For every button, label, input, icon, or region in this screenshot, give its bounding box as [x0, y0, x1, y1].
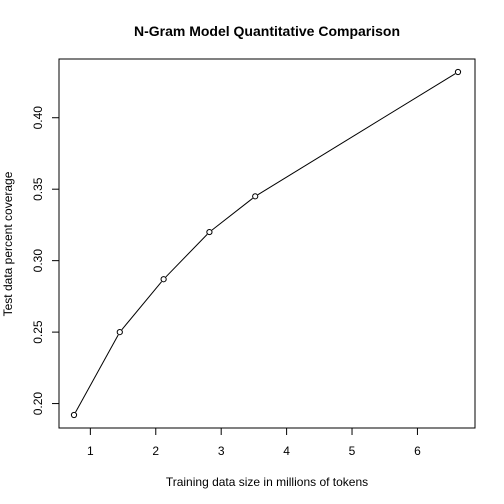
y-axis-label: Test data percent coverage [1, 171, 15, 316]
series-line-segment [211, 197, 253, 231]
series-line-segment [165, 234, 208, 278]
series-layer [70, 68, 462, 419]
data-point [454, 68, 462, 76]
x-tick-label: 5 [349, 444, 356, 458]
x-tick-label: 2 [152, 444, 159, 458]
y-tick-label: 0.30 [31, 249, 45, 273]
chart-title: N-Gram Model Quantitative Comparison [134, 23, 400, 39]
series-line-segment [257, 73, 456, 196]
series-line-segment [75, 334, 119, 413]
data-point [206, 228, 213, 236]
data-point [160, 276, 167, 283]
x-tick-label: 3 [218, 444, 225, 458]
data-point [252, 193, 259, 200]
data-point [116, 329, 123, 336]
series-line-segment [121, 281, 162, 330]
plot-frame [58, 58, 476, 429]
y-tick-label: 0.40 [31, 106, 45, 130]
y-tick-label: 0.25 [31, 320, 45, 344]
y-tick-label: 0.35 [31, 177, 45, 201]
y-tick-label: 0.20 [31, 392, 45, 416]
x-tick-label: 4 [283, 444, 290, 458]
y-axis: 0.20 0.25 0.30 0.35 0.40 [31, 106, 59, 416]
data-point [70, 411, 78, 419]
x-tick-label: 6 [414, 444, 421, 458]
x-tick-label: 1 [87, 444, 94, 458]
x-axis-label: Training data size in millions of tokens [166, 475, 368, 489]
x-axis: 1 2 3 4 5 6 [87, 428, 421, 458]
